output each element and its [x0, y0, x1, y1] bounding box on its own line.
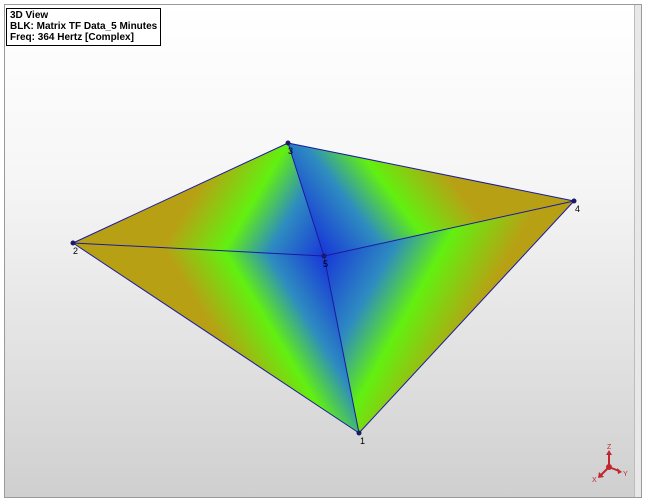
view-info-box: 3D View BLK: Matrix TF Data_5 Minutes Fr… [6, 8, 162, 46]
block-name: BLK: Matrix TF Data_5 Minutes [10, 21, 158, 32]
node-3-marker[interactable] [285, 140, 291, 146]
node-4-label: 4 [575, 204, 580, 214]
edge-4-1 [358, 200, 575, 434]
edge-4-5 [323, 200, 575, 257]
mesh-nodes [70, 140, 577, 436]
mesh-face-3-4-5 [288, 143, 574, 256]
mesh-face-4-1-5 [324, 201, 574, 433]
node-1-marker[interactable] [356, 430, 362, 436]
edge-3-5 [287, 142, 325, 257]
node-2-label: 2 [73, 246, 78, 256]
3d-view-viewport[interactable]: 3D View BLK: Matrix TF Data_5 Minutes Fr… [4, 4, 642, 498]
mesh-face-2-3-5 [73, 143, 324, 256]
viewport-right-edge [634, 5, 641, 497]
mesh-edges [72, 142, 575, 434]
edge-1-5 [323, 255, 360, 434]
node-5-marker[interactable] [321, 253, 327, 259]
axis-x-label: X [592, 477, 597, 484]
edge-1-2 [72, 242, 360, 434]
node-1-label: 1 [360, 436, 365, 446]
node-2-marker[interactable] [70, 240, 76, 246]
edge-3-4 [287, 142, 575, 202]
view-title: 3D View [10, 10, 49, 21]
axis-y-label: Y [623, 471, 628, 478]
mesh-scene[interactable]: 1 2 3 4 5 Z Y X [5, 5, 641, 497]
frequency-readout: Freq: 364 Hertz [Complex] [10, 32, 134, 43]
axis-z-label: Z [607, 444, 612, 451]
node-5-label: 5 [323, 259, 328, 269]
axis-triad-icon: Z Y X [592, 444, 628, 484]
edge-2-3 [72, 142, 289, 244]
edge-2-5 [72, 242, 325, 257]
node-3-label: 3 [288, 146, 293, 156]
node-4-marker[interactable] [571, 198, 577, 204]
